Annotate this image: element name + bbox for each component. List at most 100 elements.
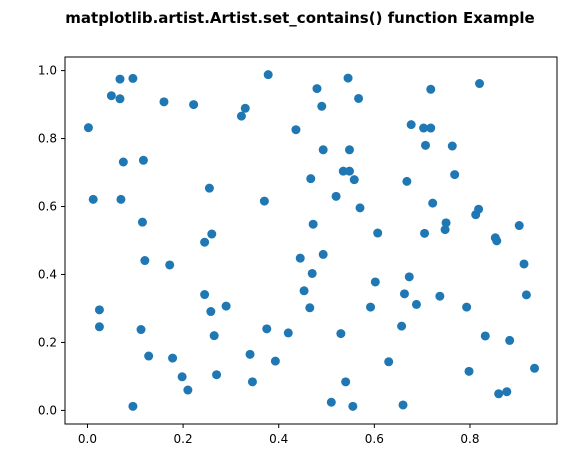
plot-area: [65, 57, 557, 424]
data-point: [450, 170, 460, 180]
data-point: [474, 204, 484, 214]
x-tick-label: 0.0: [78, 432, 97, 446]
data-point: [462, 302, 472, 312]
data-point: [384, 357, 394, 367]
data-point: [428, 198, 438, 208]
data-point: [144, 351, 154, 361]
data-point: [312, 84, 322, 94]
data-point: [331, 191, 341, 201]
data-point: [295, 253, 305, 263]
data-point: [521, 290, 531, 300]
data-point: [247, 377, 257, 387]
data-point: [159, 97, 169, 107]
data-point: [245, 349, 255, 359]
data-point: [307, 268, 317, 278]
data-point: [505, 335, 515, 345]
data-point: [236, 111, 246, 121]
data-point: [305, 303, 315, 313]
data-point: [419, 123, 429, 133]
data-point: [165, 260, 175, 270]
data-point: [94, 322, 104, 332]
data-point: [209, 331, 219, 341]
data-point: [128, 401, 138, 411]
data-point: [475, 79, 485, 89]
y-tick-label: 0.2: [38, 335, 57, 349]
data-point: [138, 155, 148, 165]
data-point: [447, 141, 457, 151]
data-point: [344, 145, 354, 155]
data-point: [480, 331, 490, 341]
data-point: [204, 183, 214, 193]
data-point: [398, 400, 408, 410]
data-point: [83, 123, 93, 133]
data-point: [283, 328, 293, 338]
y-tick-label: 0.4: [38, 267, 57, 281]
data-point: [291, 125, 301, 135]
data-point: [118, 157, 128, 167]
data-point: [494, 389, 504, 399]
data-point: [370, 277, 380, 287]
data-point: [94, 305, 104, 315]
data-point: [349, 175, 359, 185]
data-point: [421, 140, 431, 150]
y-tick-label: 1.0: [38, 64, 57, 78]
data-point: [263, 70, 273, 80]
data-point: [88, 194, 98, 204]
data-point: [183, 385, 193, 395]
data-point: [116, 194, 126, 204]
data-point: [502, 387, 512, 397]
x-tick-label: 0.8: [460, 432, 479, 446]
data-point: [404, 272, 414, 282]
data-point: [397, 321, 407, 331]
data-point: [519, 259, 529, 269]
data-point: [530, 363, 540, 373]
data-point: [514, 221, 524, 231]
data-point: [259, 196, 269, 206]
x-axis-ticks: 0.0 0.2 0.4 0.6 0.8: [78, 424, 480, 446]
data-point: [115, 74, 125, 84]
axes-frame: [64, 56, 558, 425]
data-point: [341, 377, 351, 387]
chart-title: matplotlib.artist.Artist.set_contains() …: [65, 9, 534, 27]
data-point: [411, 299, 421, 309]
y-tick-label: 0.6: [38, 200, 57, 214]
y-axis-ticks: 0.0 0.2 0.4 0.6 0.8 1.0: [38, 64, 65, 417]
data-point: [318, 145, 328, 155]
data-point: [426, 123, 436, 133]
data-point: [317, 101, 327, 111]
data-point: [441, 218, 451, 228]
data-point: [212, 370, 222, 380]
data-point: [492, 236, 502, 246]
data-point: [136, 325, 146, 335]
data-point: [338, 166, 348, 176]
data-point: [308, 219, 318, 229]
data-point: [177, 372, 187, 382]
data-point: [426, 84, 436, 94]
data-point: [440, 225, 450, 235]
data-point: [262, 324, 272, 334]
data-point: [140, 256, 150, 266]
data-point: [348, 401, 358, 411]
points-layer: [83, 70, 540, 411]
data-point: [406, 120, 416, 130]
data-point: [270, 356, 280, 366]
data-point: [402, 176, 412, 186]
data-point: [168, 353, 178, 363]
data-point: [207, 229, 217, 239]
data-point: [206, 307, 216, 317]
data-point: [106, 91, 116, 101]
x-tick-label: 0.4: [269, 432, 288, 446]
data-point: [354, 93, 364, 103]
data-point: [435, 291, 445, 301]
data-point: [366, 302, 376, 312]
data-point: [240, 103, 250, 113]
data-point: [299, 286, 309, 296]
y-tick-label: 0.8: [38, 132, 57, 146]
data-point: [221, 301, 231, 311]
data-point: [189, 100, 199, 110]
data-point: [399, 289, 409, 299]
data-point: [326, 397, 336, 407]
data-point: [343, 73, 353, 83]
